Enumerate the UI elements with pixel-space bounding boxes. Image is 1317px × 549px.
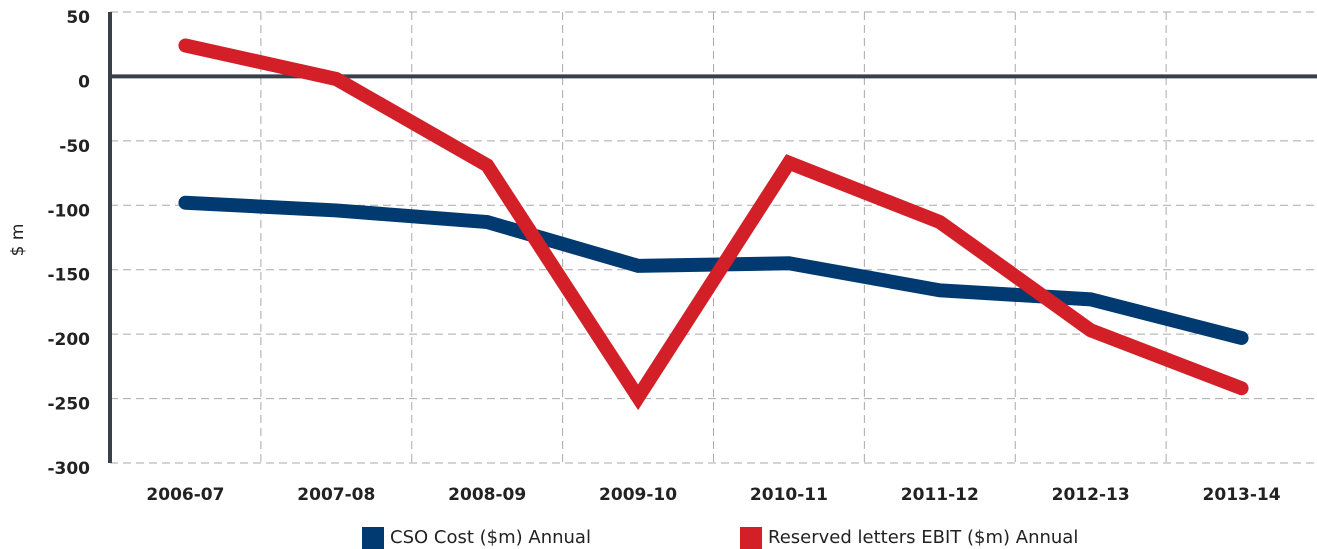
series-line bbox=[178, 195, 1249, 346]
x-tick-label: 2010-11 bbox=[750, 485, 828, 505]
y-tick-label: 50 bbox=[66, 8, 90, 28]
x-tick-label: 2009-10 bbox=[599, 485, 677, 505]
legend-swatch bbox=[740, 527, 762, 549]
series-line bbox=[178, 38, 1249, 411]
x-tick-label: 2011-12 bbox=[901, 485, 979, 505]
y-tick-label: 0 bbox=[78, 72, 90, 92]
x-tick-label: 2006-07 bbox=[146, 485, 224, 505]
y-tick-label: -200 bbox=[47, 330, 90, 350]
y-tick-label: -100 bbox=[47, 201, 90, 221]
y-tick-label: -250 bbox=[47, 395, 90, 415]
y-axis-label: $ m bbox=[8, 224, 28, 257]
x-tick-label: 2007-08 bbox=[297, 485, 375, 505]
x-tick-label: 2008-09 bbox=[448, 485, 526, 505]
y-tick-label: -300 bbox=[47, 459, 90, 479]
legend-label: Reserved letters EBIT ($m) Annual bbox=[768, 527, 1078, 548]
x-tick-label: 2013-14 bbox=[1203, 485, 1281, 505]
x-tick-label: 2012-13 bbox=[1052, 485, 1130, 505]
legend-label: CSO Cost ($m) Annual bbox=[390, 527, 591, 548]
legend-swatch bbox=[362, 527, 384, 549]
y-tick-label: -150 bbox=[47, 266, 90, 286]
y-tick-label: -50 bbox=[59, 137, 90, 157]
